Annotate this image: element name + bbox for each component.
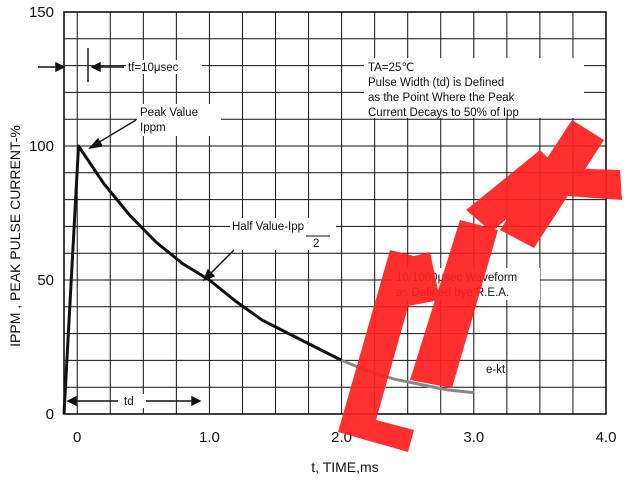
ekt-label: e-kt xyxy=(486,364,506,376)
y-tick-labels: 0 50 100 150 xyxy=(29,4,54,423)
half-label-1: Half Value-Ipp xyxy=(232,221,304,233)
y-tick-label: 50 xyxy=(37,272,54,289)
tf-arrows xyxy=(38,48,124,82)
eepw-watermark-logo xyxy=(338,120,622,452)
pulse-def-line-1: Pulse Width (td) is Defined xyxy=(368,77,504,89)
x-tick-label: 0 xyxy=(73,429,81,446)
y-tick-label: 100 xyxy=(29,138,54,155)
pulse-def-bg xyxy=(364,58,584,118)
peak-label-bg xyxy=(137,104,221,136)
half-label-2: 2 xyxy=(313,238,319,250)
peak-arrow xyxy=(88,119,137,150)
y-tick-label: 0 xyxy=(46,406,54,423)
y-axis-label: IPPM , PEAK PULSE CURRENT-% xyxy=(7,125,23,347)
td-label: td xyxy=(124,396,134,408)
x-tick-label: 1.0 xyxy=(199,429,220,446)
series-line xyxy=(62,144,343,415)
y-tick-label: 150 xyxy=(29,4,54,21)
peak-label-1: Peak Value xyxy=(140,107,198,119)
td-arrows xyxy=(66,395,202,407)
half-arrow xyxy=(202,249,235,282)
pulse-def-line-2: as the Point Where the Peak xyxy=(368,92,515,104)
td-label-bg xyxy=(120,394,144,408)
half-label-bg xyxy=(230,218,336,250)
x-axis-label: t, TIME,ms xyxy=(311,459,378,475)
x-tick-label: 3.0 xyxy=(463,429,484,446)
plot-frame xyxy=(63,11,607,415)
pulse-def-line-3: Current Decays to 50% of Ipp xyxy=(368,107,519,119)
ta-label: TA=25℃ xyxy=(368,62,414,74)
tf-label: tf=10μsec xyxy=(128,62,179,74)
x-tick-label: 4.0 xyxy=(596,429,617,446)
tf-label-bg xyxy=(126,60,202,74)
x-tick-labels: 0 1.0 2.0 3.0 4.0 xyxy=(73,429,616,446)
peak-label-2: Ippm xyxy=(140,122,166,134)
